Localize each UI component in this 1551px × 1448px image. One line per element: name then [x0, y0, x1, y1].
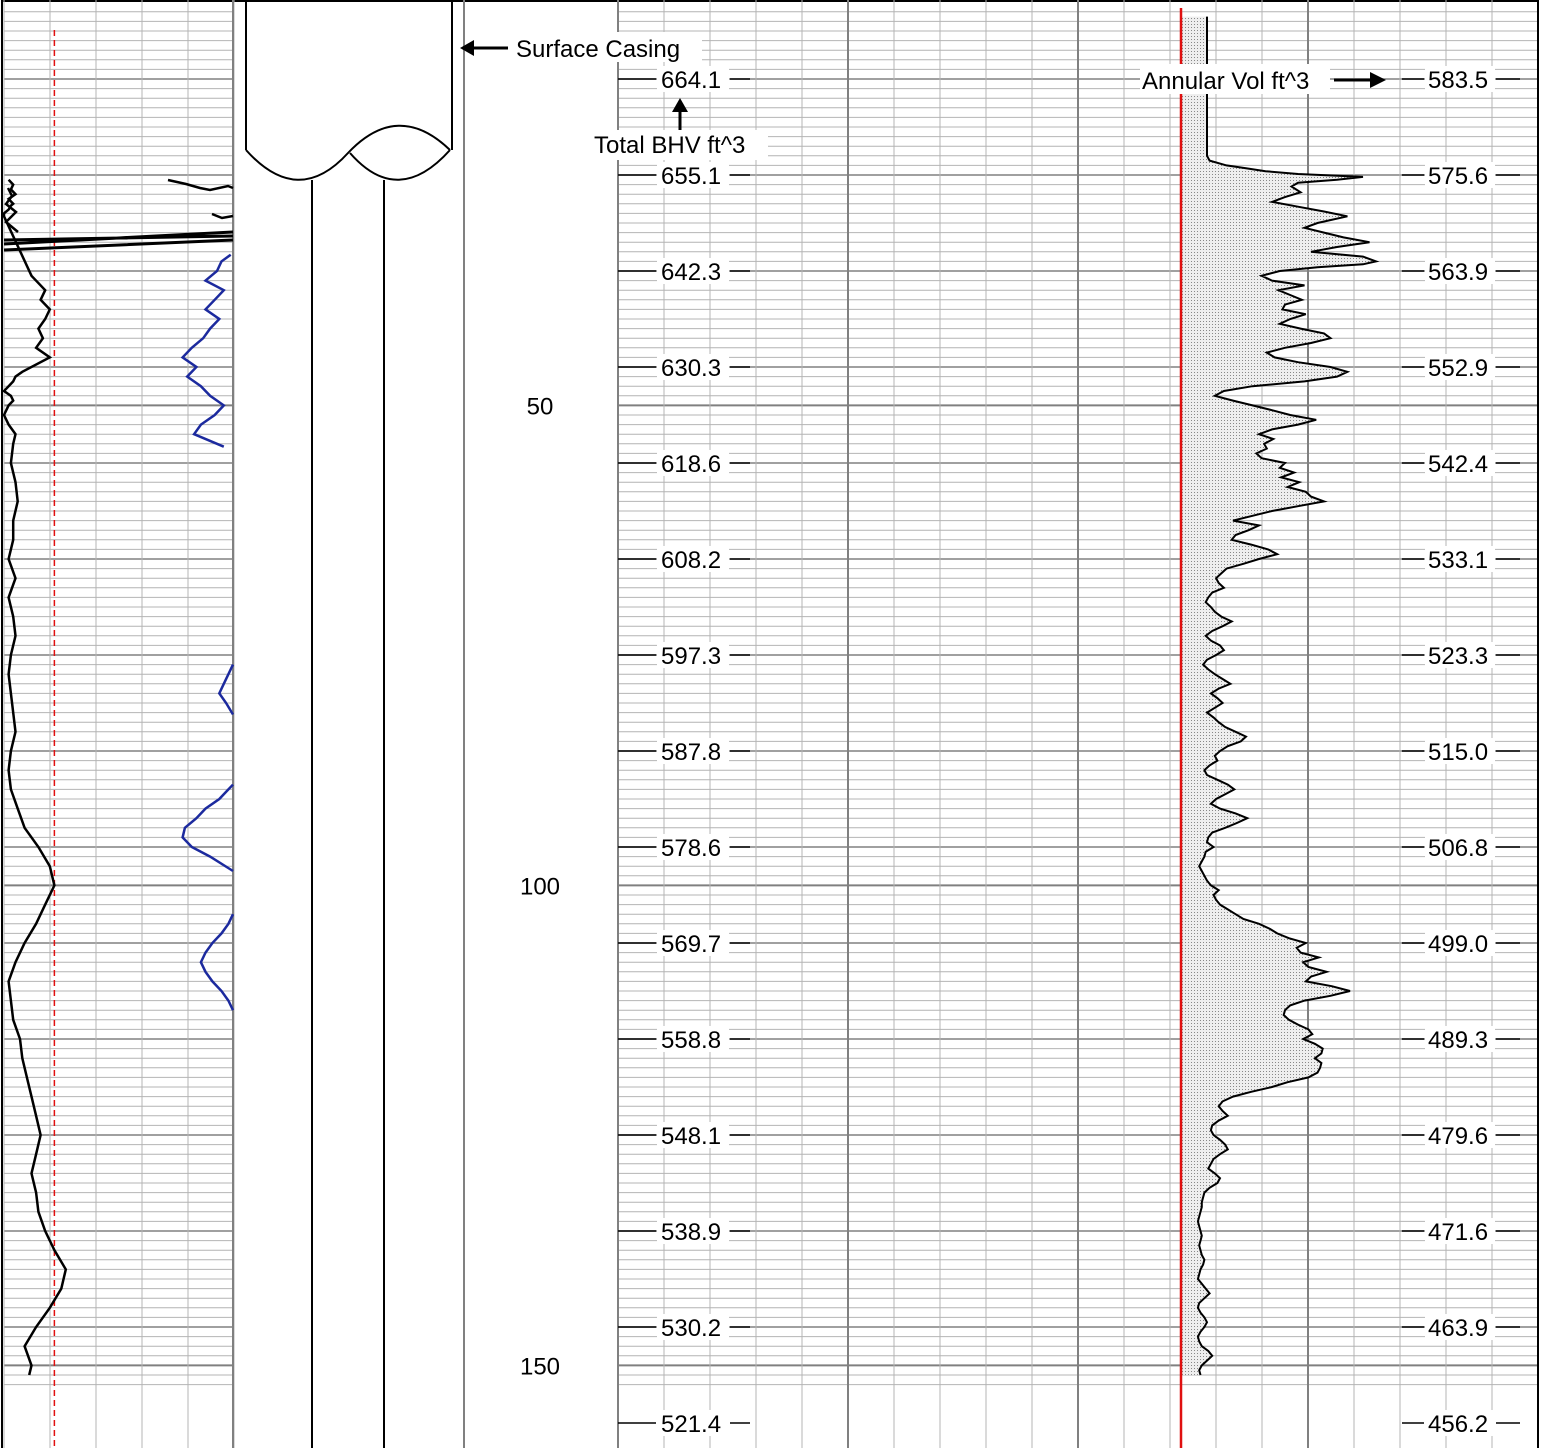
left-track-spike-lines — [3, 230, 234, 252]
total-bhv-label-bg — [657, 66, 729, 92]
total-bhv-label: 664.1 — [661, 67, 721, 94]
total-bhv-label: 597.3 — [661, 643, 721, 670]
annular-vol-label-bg — [1425, 1122, 1495, 1148]
total-bhv-label-bg — [657, 1122, 729, 1148]
total-bhv-label-bg — [657, 930, 729, 956]
total-bhv-label-bg — [657, 642, 729, 668]
total-bhv-title: Total BHV ft^3 — [594, 132, 745, 159]
annular-vol-label-bg — [1425, 834, 1495, 860]
surface-casing-label: Surface Casing — [516, 36, 680, 63]
annular-vol-label-bg — [1425, 450, 1495, 476]
depth-label: 100 — [520, 873, 560, 900]
depth-label: 50 — [527, 393, 554, 420]
total-bhv-label: 630.3 — [661, 355, 721, 382]
annular-vol-label-bg — [1425, 1314, 1495, 1340]
surface-casing-arrow-head — [460, 40, 474, 56]
annular-vol-label: 552.9 — [1428, 355, 1488, 382]
total-bhv-label: 642.3 — [661, 259, 721, 286]
total-bhv-title-bg — [592, 130, 768, 160]
annular-vol-label-bg — [1425, 1410, 1495, 1436]
annular-vol-label-bg — [1425, 1026, 1495, 1052]
annular-vol-label: 506.8 — [1428, 835, 1488, 862]
annular-vol-label-bg — [1425, 930, 1495, 956]
total-bhv-label: 618.6 — [661, 451, 721, 478]
total-bhv-label-bg — [657, 1410, 729, 1436]
total-bhv-label-bg — [657, 738, 729, 764]
annular-vol-title: Annular Vol ft^3 — [1142, 68, 1309, 95]
left-track-upper-squiggle — [4, 187, 19, 233]
total-bhv-label: 558.8 — [661, 1027, 721, 1054]
total-bhv-label: 521.4 — [661, 1411, 721, 1438]
annular-vol-label: 489.3 — [1428, 1027, 1488, 1054]
annular-vol-label-bg — [1425, 354, 1495, 380]
annular-vol-label-bg — [1425, 258, 1495, 284]
total-bhv-label: 587.8 — [661, 739, 721, 766]
left-track-blue-curve-4 — [199, 913, 235, 1011]
annular-volume-fill — [1181, 16, 1376, 1376]
casing-cutaway-back — [349, 149, 451, 181]
left-track-upper-right-squiggle — [167, 178, 234, 220]
total-bhv-label-bg — [657, 162, 729, 188]
annular-vol-label: 542.4 — [1428, 451, 1488, 478]
annular-vol-label-bg — [1425, 738, 1495, 764]
casing-diagram — [245, 0, 465, 1448]
total-bhv-label-bg — [657, 258, 729, 284]
annular-vol-title-bg — [1140, 64, 1330, 94]
annular-vol-label: 533.1 — [1428, 547, 1488, 574]
total-bhv-label-bg — [657, 354, 729, 380]
annular-vol-label: 499.0 — [1428, 931, 1488, 958]
total-bhv-label: 569.7 — [661, 931, 721, 958]
annular-vol-label: 575.6 — [1428, 163, 1488, 190]
annular-vol-label-bg — [1425, 162, 1495, 188]
total-bhv-label-bg — [657, 1026, 729, 1052]
label-layer: 50 100 150 664.1 655.1 642.3 630.3 618.6 608.2 59… — [460, 32, 1488, 1438]
total-bhv-label: 655.1 — [661, 163, 721, 190]
total-bhv-arrow-head — [672, 98, 688, 112]
annular-vol-label-bg — [1425, 642, 1495, 668]
annular-vol-label-bg — [1425, 66, 1495, 92]
annular-vol-label: 479.6 — [1428, 1123, 1488, 1150]
total-bhv-label: 578.6 — [661, 835, 721, 862]
annular-vol-label: 563.9 — [1428, 259, 1488, 286]
total-bhv-label-bg — [657, 1314, 729, 1340]
annular-vol-label: 583.5 — [1428, 67, 1488, 94]
annular-vol-label: 471.6 — [1428, 1219, 1488, 1246]
left-track-blue-curve-1 — [180, 253, 232, 448]
surface-casing-label-bg — [510, 32, 702, 62]
total-bhv-label-bg — [657, 1218, 729, 1244]
total-bhv-label: 530.2 — [661, 1315, 721, 1342]
annular-vol-label: 515.0 — [1428, 739, 1488, 766]
annular-volume-curve — [1196, 16, 1380, 1376]
left-track-black-curve — [2, 178, 68, 1376]
annular-vol-label: 456.2 — [1428, 1411, 1488, 1438]
annular-vol-label: 463.9 — [1428, 1315, 1488, 1342]
annular-vol-label: 523.3 — [1428, 643, 1488, 670]
total-bhv-label-bg — [657, 834, 729, 860]
left-track-blue-curve-2 — [217, 664, 235, 716]
casing-cutaway-front — [245, 124, 451, 181]
tick-layer — [618, 66, 1520, 1436]
total-bhv-label-bg — [657, 450, 729, 476]
annular-vol-arrow-head — [1370, 72, 1386, 88]
annular-vol-label-bg — [1425, 1218, 1495, 1244]
total-bhv-label: 548.1 — [661, 1123, 721, 1150]
left-track-blue-curve-3 — [181, 783, 234, 873]
total-bhv-label: 538.9 — [661, 1219, 721, 1246]
total-bhv-label-bg — [657, 546, 729, 572]
curve-layer — [2, 8, 1380, 1448]
depth-label: 150 — [520, 1353, 560, 1380]
total-bhv-label: 608.2 — [661, 547, 721, 574]
annular-vol-label-bg — [1425, 546, 1495, 572]
